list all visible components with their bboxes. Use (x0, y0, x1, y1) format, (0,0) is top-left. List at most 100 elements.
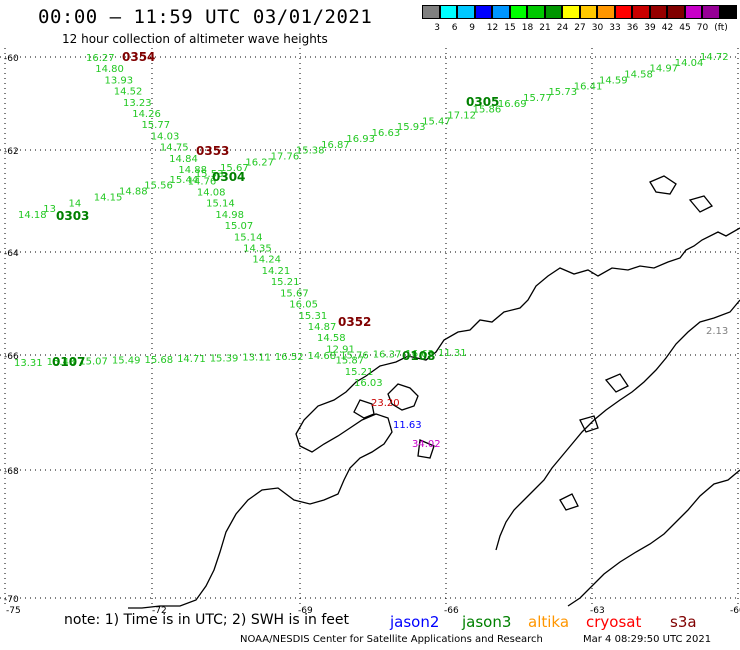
pass-label: 0108 (402, 349, 435, 363)
swh-value: 15.56 (144, 181, 173, 192)
swh-value: 15.07 (79, 356, 108, 367)
colorbar-swatch (544, 5, 562, 19)
colorbar-swatch (614, 5, 632, 19)
swh-value: 14.52 (114, 87, 143, 98)
lat-label: -60 (4, 54, 19, 64)
pass-label: 0305 (466, 95, 499, 109)
colorbar-tick: 3 (434, 23, 440, 33)
swh-value: 15.44 (170, 175, 199, 186)
swh-value: 15.77 (523, 93, 552, 104)
legend-jason3: jason3 (462, 613, 512, 631)
swh-value: 15.14 (234, 232, 263, 243)
swh-value: 15.73 (548, 87, 577, 98)
swh-value: 15.47 (422, 116, 451, 127)
swh-value: 15.38 (296, 146, 325, 157)
swh-value: 14.15 (94, 192, 123, 203)
colorbar-tick: 70 (696, 23, 709, 33)
timestamp-text: Mar 4 08:29:50 UTC 2021 (583, 634, 712, 645)
altimeter-tracks: 16.2714.8013.9314.5213.2314.2615.7714.03… (14, 50, 729, 450)
swh-value: 16.63 (372, 128, 401, 139)
colorbar-swatch (422, 5, 440, 19)
swh-value: 15.68 (144, 355, 173, 366)
colorbar-tick: 24 (556, 23, 569, 33)
swh-value: 17.12 (447, 111, 476, 122)
swh-value: 15.67 (280, 288, 309, 299)
colorbar-swatch (509, 5, 527, 19)
swh-value: 17.76 (271, 151, 300, 162)
swh-value: 14.24 (252, 255, 281, 266)
swh-value: 16.63 (405, 349, 434, 360)
swh-value: 14.71 (177, 354, 206, 365)
colorbar-swatch (667, 5, 685, 19)
colorbar-swatch (527, 5, 545, 19)
colorbar-swatch (719, 5, 737, 19)
swh-value: 15.93 (397, 122, 426, 133)
swh-value: 14.84 (169, 154, 198, 165)
note-text: note: 1) Time is in UTC; 2) SWH is in fe… (64, 612, 350, 628)
colorbar-swatch (457, 5, 475, 19)
lon-label: -72 (152, 606, 167, 616)
swh-value: 15.77 (141, 120, 170, 131)
swh-value: 13.11 (242, 353, 271, 364)
swh-value: 16.52 (275, 352, 304, 363)
swh-value: 11.31 (438, 348, 467, 359)
swh-value: 14.18 (18, 210, 47, 221)
swh-value: 15.49 (112, 356, 141, 367)
colorbar-tick: 36 (626, 23, 639, 33)
swh-value: 14.88 (119, 187, 148, 198)
lat-label: -70 (4, 595, 19, 605)
swh-value: 15.21 (271, 277, 300, 288)
legend-jason2: jason2 (390, 613, 440, 631)
coastline (128, 175, 740, 609)
swh-value: 14.58 (317, 333, 346, 344)
swh-value: 14.88 (178, 165, 207, 176)
lon-label: -75 (6, 606, 21, 616)
swh-value: 13.23 (123, 98, 152, 109)
pass-label: 0353 (196, 144, 229, 158)
lat-label: -62 (4, 147, 19, 157)
legend-cryosat: cryosat (586, 613, 642, 631)
swh-value: 16.87 (321, 140, 350, 151)
colorbar-tick: 45 (679, 23, 691, 33)
swh-value: 14 (69, 198, 82, 209)
swh-value: 15.39 (210, 353, 239, 364)
swh-value: 14.87 (308, 322, 337, 333)
swh-value: 14.35 (243, 244, 272, 255)
pass-label: 0107 (52, 355, 85, 369)
swh-value: 13.93 (104, 75, 133, 86)
swh-value: 15.53 (195, 169, 224, 180)
swh-value: 2.13 (706, 326, 728, 337)
swh-value: 14.75 (160, 143, 189, 154)
pass-label: 0354 (122, 50, 155, 64)
colorbar-swatch (597, 5, 615, 19)
swh-value: 16.37 (373, 350, 402, 361)
colorbar-swatch (632, 5, 650, 19)
pass-label: 0304 (212, 170, 245, 184)
colorbar-tick: 30 (591, 23, 604, 33)
colorbar-tick: 12 (486, 23, 499, 33)
swh-value: 14.21 (262, 266, 291, 277)
colorbar-swatch (702, 5, 720, 19)
swh-value: 14.68 (308, 351, 337, 362)
swh-value: 15.21 (345, 367, 374, 378)
legend-s3a: s3a (670, 613, 697, 631)
colorbar-tick: 18 (521, 23, 534, 33)
colorbar-tick: 33 (609, 23, 621, 33)
swh-value: 16.05 (289, 300, 318, 311)
swh-value: 14.03 (151, 131, 180, 142)
swh-value: 15.67 (220, 163, 249, 174)
swh-value: 15.86 (473, 105, 502, 116)
swh-value: 15.76 (340, 350, 369, 361)
colorbar-swatch (562, 5, 580, 19)
swh-value: 16.27 (86, 53, 115, 64)
colorbar-tick: 9 (469, 23, 475, 33)
swh-value: 23.20 (371, 398, 400, 409)
colorbar-swatch (579, 5, 597, 19)
lon-label: -63 (590, 606, 605, 616)
swh-value: 12.91 (326, 344, 355, 355)
colorbar-swatch (649, 5, 667, 19)
colorbar-tick: 6 (451, 23, 458, 33)
credit-text: NOAA/NESDIS Center for Satellite Applica… (240, 634, 543, 645)
colorbar-tick: 39 (644, 23, 656, 33)
swh-value: 14.72 (700, 52, 729, 63)
